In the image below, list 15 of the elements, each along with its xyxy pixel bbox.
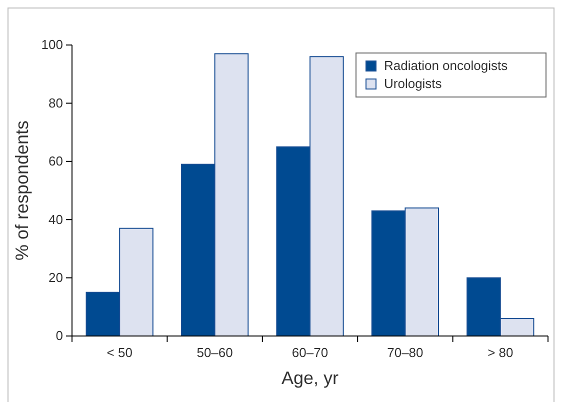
y-tick-label: 20: [48, 270, 63, 285]
y-axis-title: % of respondents: [12, 120, 32, 261]
y-tick-label: 40: [48, 212, 63, 227]
y-tick-label: 80: [48, 95, 63, 110]
legend-label: Radiation oncologists: [384, 58, 508, 73]
x-tick-label: 70–80: [387, 345, 424, 360]
y-tick-label: 0: [56, 328, 63, 344]
legend-label: Urologists: [384, 76, 442, 91]
y-tick-label: 60: [48, 154, 63, 169]
x-tick-label: < 50: [106, 345, 132, 360]
x-tick-label: > 80: [488, 345, 514, 360]
x-tick-label: 50–60: [196, 345, 233, 360]
x-tick-label: 60–70: [292, 345, 328, 360]
y-tick-label: 100: [41, 37, 63, 52]
x-axis-title: Age, yr: [281, 368, 339, 388]
